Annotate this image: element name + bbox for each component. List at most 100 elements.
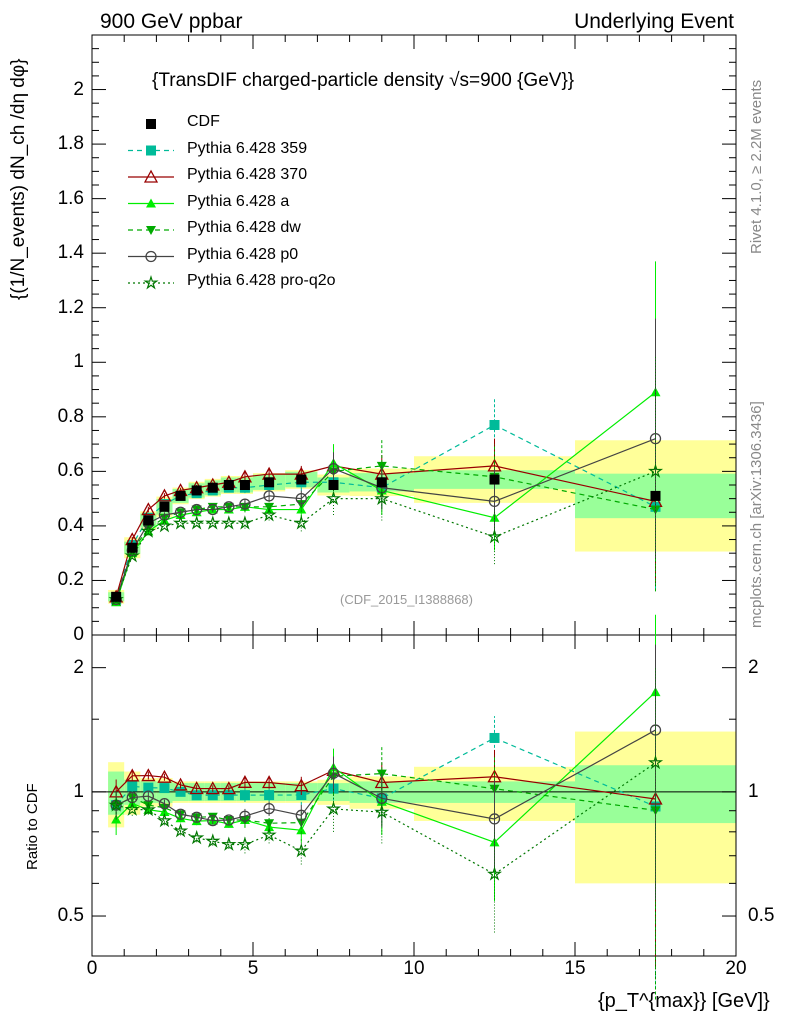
analysis-tag: (CDF_2015_I1388868): [340, 592, 473, 607]
legend-label-6: Pythia 6.428 pro-q2o: [187, 272, 336, 289]
y-tick-label-main: 1: [73, 351, 84, 373]
series-0-point-ratio: [143, 782, 154, 793]
legend-label-0: CDF: [187, 113, 220, 130]
y-tick-label-ratio: 2: [73, 656, 84, 678]
mcplots-label: mcplots.cern.ch [arXiv:1306.3436]: [748, 401, 765, 628]
cdf-point: [111, 591, 122, 602]
y-tick-label-main: 0.4: [57, 514, 84, 536]
x-tick-label: 15: [564, 958, 586, 979]
series-2-main: [111, 261, 661, 607]
x-axis-label: {p_T^{max}} [GeV]}: [598, 990, 770, 1012]
series-5-point-ratio: [293, 842, 309, 858]
legend-marker-6: [143, 274, 159, 290]
series-4-point-ratio: [142, 790, 155, 802]
cdf-point: [650, 490, 661, 501]
cdf-point: [143, 515, 154, 526]
series-1-point-ratio: [237, 774, 253, 788]
y-tick-label-main: 1.8: [57, 133, 84, 155]
series-1-point-ratio: [294, 778, 309, 792]
x-tick-label: 5: [247, 958, 259, 979]
y-axis-label-ratio: Ratio to CDF: [24, 783, 41, 870]
legend-marker-3: [146, 198, 156, 208]
cdf-point: [207, 482, 218, 493]
legend-marker-2: [143, 169, 159, 183]
chart-title: {TransDIF charged-particle density √s=90…: [152, 70, 575, 91]
series-5-point: [325, 490, 342, 506]
series-4-point-ratio: [239, 810, 251, 822]
series-0-point: [489, 420, 500, 430]
cdf-point: [489, 474, 500, 485]
series-1-point: [141, 502, 156, 516]
cdf-point: [159, 501, 170, 512]
legend-label-4: Pythia 6.428 dw: [187, 219, 301, 236]
y-tick-label-main: 0.8: [57, 405, 84, 427]
legend-marker-1: [146, 145, 156, 156]
y-axis-label-main: {(1/N_events) dN_ch /dη dφ}: [8, 58, 29, 300]
series-0-point-ratio: [175, 786, 186, 797]
series-5-point: [261, 506, 277, 522]
y-tick-label-main: 0.6: [57, 460, 84, 482]
series-1-point-ratio: [205, 781, 220, 795]
plot-frames: [91, 34, 737, 957]
y-tick-label-main: 1.2: [57, 296, 84, 318]
cdf-error-bands-ratio: [108, 731, 736, 884]
y-tick-label-ratio: 1: [73, 780, 84, 802]
legend-label-3: Pythia 6.428 a: [187, 192, 290, 210]
legend-label-5: Pythia 6.428 p0: [187, 245, 299, 263]
legend-marker-5: [145, 250, 157, 263]
series-5-point-ratio: [221, 836, 237, 851]
x-tick-label: 0: [86, 958, 98, 979]
y-tick-label-main: 0.2: [57, 569, 84, 591]
series-5-line-ratio: [115, 762, 656, 875]
series-4-point-ratio: [223, 814, 235, 826]
series-4-point-ratio: [327, 767, 340, 779]
series-5-point-ratio: [237, 836, 253, 851]
series-0-point-ratio: [489, 732, 500, 743]
series-0-point-ratio: [239, 790, 250, 801]
series-5-point-ratio: [374, 804, 390, 819]
series-5-point-ratio: [140, 801, 157, 817]
series-1-point: [157, 488, 172, 502]
cdf-point: [223, 480, 234, 490]
series-5-point: [156, 517, 173, 533]
series-5-point-ratio: [261, 826, 277, 842]
legend-markers: [128, 119, 174, 290]
y-tick-label-ratio-right: 0.5: [748, 905, 775, 927]
series-0-point-ratio: [264, 790, 275, 801]
series-4-point: [190, 503, 203, 516]
series-4-point-ratio: [207, 814, 219, 827]
series-4-point: [327, 462, 340, 475]
series-5-point: [140, 523, 156, 538]
series-1-point-ratio: [141, 768, 156, 782]
legend-marker-0: [146, 119, 156, 129]
legend-marker-4: [146, 226, 156, 235]
series-5-point-ratio: [108, 797, 124, 812]
series-0-point-ratio: [191, 790, 202, 801]
series-1-point-ratio: [125, 768, 140, 782]
cdf-point: [127, 542, 138, 553]
cdf-point: [264, 477, 275, 488]
series-3-point-ratio: [264, 819, 275, 829]
series-5-point: [205, 515, 221, 530]
series-4-point: [239, 498, 251, 510]
series-4-point: [295, 492, 307, 505]
series-5-point-ratio: [647, 754, 664, 770]
series-5-point: [486, 528, 503, 544]
series-4-point: [263, 490, 275, 502]
series-4-point-ratio: [190, 811, 203, 823]
legend-label-2: Pythia 6.428 370: [187, 166, 308, 183]
y-tick-label-ratio: 0.5: [57, 905, 84, 927]
series-4-point: [649, 432, 662, 445]
y-tick-label-main: 1.6: [57, 187, 84, 209]
series-5-point: [172, 515, 189, 530]
series-4-point-ratio: [263, 802, 275, 815]
series-4-point-ratio: [376, 792, 388, 805]
series-5-point: [647, 463, 664, 478]
y-tick-label-main: 2: [73, 78, 84, 100]
series-5-point-ratio: [486, 866, 503, 881]
legend-label-1: Pythia 6.428 359: [187, 139, 308, 157]
cdf-point: [239, 480, 250, 490]
series-4-point: [223, 501, 235, 513]
series-ratio-panel: [108, 614, 664, 1000]
